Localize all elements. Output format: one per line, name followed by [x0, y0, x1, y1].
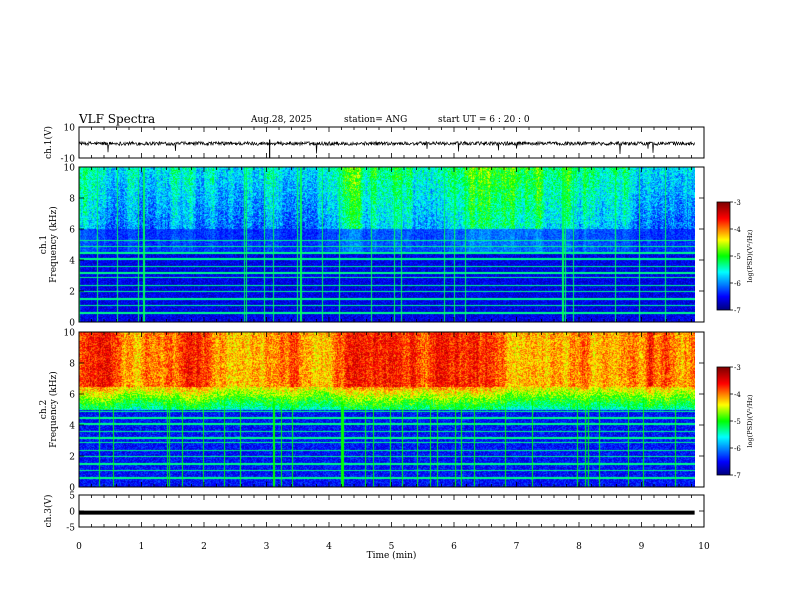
spectrogram-ch1-y-tick-label: 0 [69, 319, 75, 329]
waveform-y-axis-label: ch.1(V) [43, 126, 54, 159]
x-axis-label: Time (min) [367, 550, 417, 561]
waveform-trace [78, 140, 695, 155]
spectrogram-ch2-y-tick-label: 8 [69, 360, 75, 370]
spectrogram-ch1-y-tick-label: 2 [69, 288, 75, 298]
colorbar-tick-label: -4 [734, 391, 741, 399]
waveform-ch1-panel: 10 -10 ch.1(V) [43, 124, 705, 165]
colorbar-tick-label: -3 [734, 364, 741, 372]
x-tick-label: 7 [514, 542, 520, 552]
spectrogram-ch1-panel: 0 2 4 6 8 10 ch.1 Frequency (kHz) [39, 164, 705, 329]
colorbar-label: log(PSD)(V²/Hz) [746, 229, 754, 282]
date-label: Aug.28, 2025 [251, 115, 312, 125]
colorbar-tick-label: -3 [734, 199, 741, 207]
x-tick-label: 4 [326, 542, 332, 552]
colorbar-tick-label: -7 [734, 307, 741, 315]
colorbar-tick-label: -5 [734, 418, 741, 426]
x-tick-label: 2 [201, 542, 207, 552]
spectrogram-ch1-y-tick-label: 8 [69, 195, 75, 205]
spectrogram-ch2-y-tick-label: 6 [69, 391, 75, 401]
spectrogram-ch1-y-tick-label: 6 [69, 226, 75, 236]
x-tick-label: 5 [389, 542, 395, 552]
level-y-tick-label: 0 [69, 508, 75, 518]
colorbars: -3 -4 -5 -6 -7 log(PSD)(V²/Hz) -3 -4 -5 -6 -7 log(P… [716, 199, 754, 480]
station-label: station= ANG [344, 115, 408, 125]
x-tick-label: 1 [139, 542, 145, 552]
colorbar-tick-label: -6 [734, 445, 741, 453]
spectrogram-ch1-y-axis-label: ch.1 [39, 235, 49, 254]
colorbar-gradient [717, 202, 730, 310]
spectrogram-ch2-y-tick-label: 4 [69, 422, 75, 432]
x-tick-label: 3 [264, 542, 270, 552]
colorbar-tick-label: -4 [734, 226, 741, 234]
colorbar-label: log(PSD)(V²/Hz) [746, 394, 754, 447]
waveform-y-tick-label: -10 [61, 155, 76, 165]
spectrogram-ch2-y-axis-label: Frequency (kHz) [48, 371, 59, 448]
plot-title: VLF Spectra [79, 112, 156, 126]
spectrogram-ch2-panel: 0 2 4 6 8 10 ch.2 Frequency (kHz) [39, 329, 705, 494]
spectrogram-ch2-y-tick-label: 10 [64, 329, 76, 339]
spectrogram-ch2-y-tick-label: 2 [69, 453, 75, 463]
level-y-axis-label: ch.3(V) [43, 495, 54, 528]
time-axis: 0 1 2 3 4 5 6 7 8 9 10 Time (min) [76, 542, 710, 561]
colorbar-gradient [717, 367, 730, 475]
spectrogram-ch2-y-tick-label: 0 [69, 484, 75, 494]
x-tick-label: 0 [76, 542, 82, 552]
spectrogram-ch1-y-tick-label: 10 [64, 164, 76, 174]
level-ch3-panel: 5 0 -5 ch.3(V) [43, 492, 705, 534]
colorbar-tick-label: -5 [734, 253, 741, 261]
waveform-y-tick-label: 10 [64, 124, 76, 134]
spectrogram-ch1-y-axis-label: Frequency (kHz) [48, 206, 59, 283]
level-y-tick-label: 5 [69, 492, 75, 502]
spectrogram-image [79, 332, 695, 487]
colorbar-tick-label: -7 [734, 472, 741, 480]
spectrogram-image [79, 167, 695, 322]
colorbar-tick-label: -6 [734, 280, 741, 288]
start-time-label: start UT = 6 : 20 : 0 [438, 115, 530, 125]
spectrogram-ch1-y-tick-label: 4 [69, 257, 75, 267]
x-tick-label: 8 [576, 542, 582, 552]
level-y-tick-label: -5 [66, 524, 75, 534]
x-tick-label: 6 [451, 542, 457, 552]
x-tick-label: 10 [698, 542, 710, 552]
x-tick-label: 9 [639, 542, 645, 552]
spectrogram-ch2-y-axis-label: ch.2 [39, 400, 49, 419]
